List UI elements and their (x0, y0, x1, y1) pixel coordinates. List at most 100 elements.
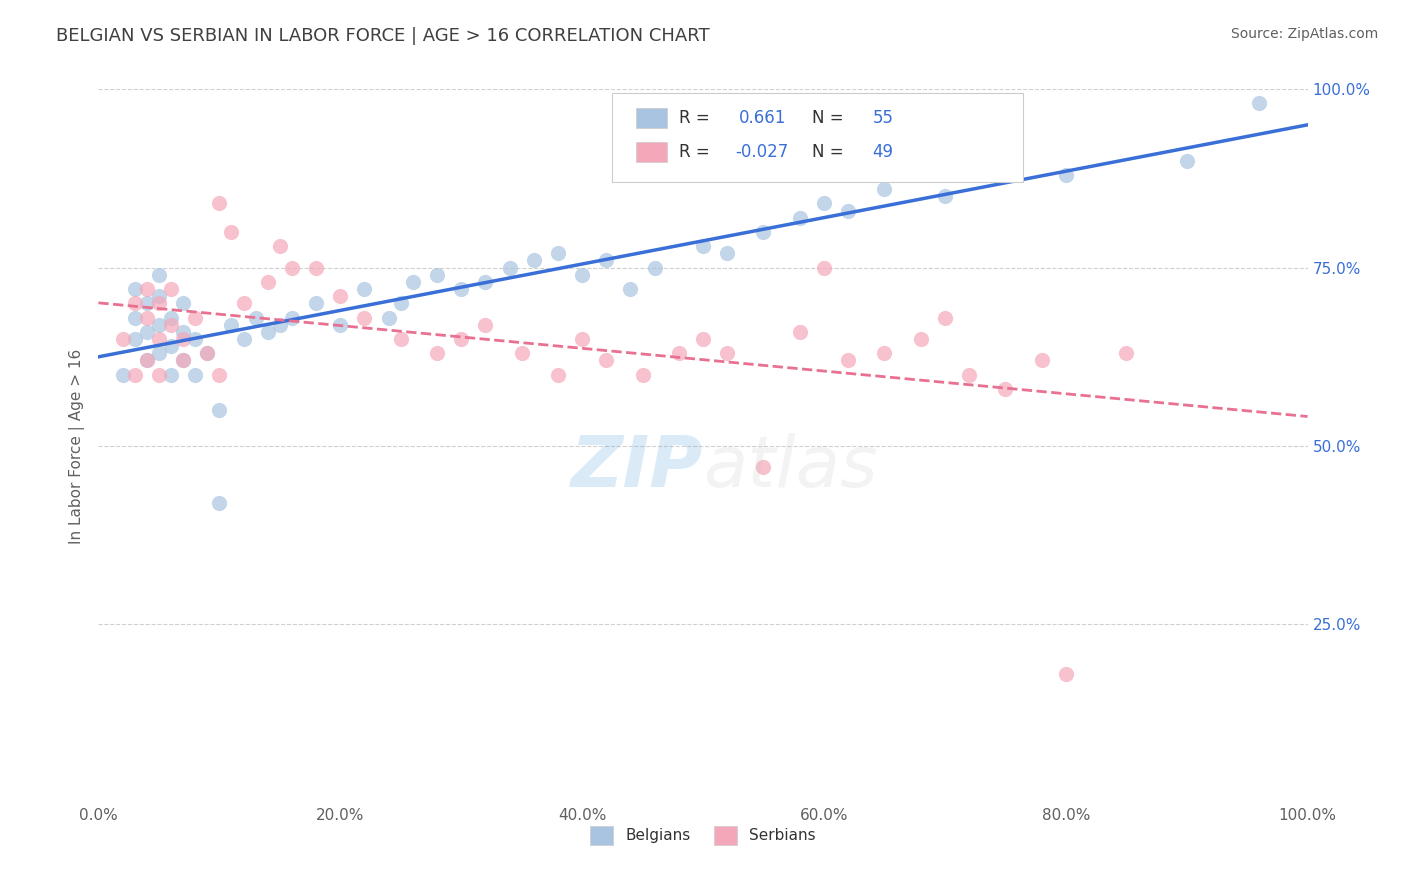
Point (245, 310, 267, 325)
Point (498, 260, 520, 275)
Text: R =: R = (679, 143, 714, 161)
Point (232, 296, 254, 310)
Point (195, 346, 218, 360)
Point (160, 310, 183, 325)
Point (716, 346, 738, 360)
Legend: Belgians, Serbians: Belgians, Serbians (583, 818, 823, 852)
Text: ZIP: ZIP (571, 433, 703, 502)
Point (111, 368, 134, 382)
Point (631, 368, 654, 382)
Point (148, 289, 170, 303)
Point (269, 239, 291, 253)
Point (124, 310, 146, 325)
Point (172, 296, 194, 310)
Text: N =: N = (811, 110, 849, 128)
Point (837, 353, 859, 368)
Point (148, 268, 170, 282)
Point (377, 310, 399, 325)
Point (789, 325, 811, 339)
FancyBboxPatch shape (613, 93, 1024, 182)
Text: 49: 49 (872, 143, 893, 161)
Point (221, 318, 243, 332)
Point (813, 260, 835, 275)
Point (547, 246, 569, 260)
Point (353, 310, 375, 325)
Point (148, 332, 170, 346)
Point (1115, 346, 1137, 360)
Point (450, 282, 472, 296)
Point (389, 296, 412, 310)
Point (644, 260, 666, 275)
Text: Source: ZipAtlas.com: Source: ZipAtlas.com (1230, 27, 1378, 41)
Point (813, 196, 835, 211)
Point (934, 310, 956, 325)
Point (124, 368, 146, 382)
Point (172, 353, 194, 368)
Point (934, 189, 956, 203)
Point (402, 275, 425, 289)
Point (160, 368, 183, 382)
Point (172, 325, 194, 339)
Point (957, 368, 980, 382)
Point (1031, 353, 1053, 368)
Point (124, 282, 146, 296)
Point (208, 196, 231, 211)
Point (619, 282, 641, 296)
Point (873, 346, 896, 360)
Point (1054, 667, 1077, 681)
Point (305, 260, 328, 275)
FancyBboxPatch shape (637, 109, 666, 128)
Point (208, 496, 231, 510)
Point (232, 332, 254, 346)
Point (135, 296, 157, 310)
Y-axis label: In Labor Force | Age > 16: In Labor Force | Age > 16 (69, 349, 84, 543)
Text: -0.027: -0.027 (735, 143, 789, 161)
Point (752, 460, 775, 475)
Point (510, 346, 533, 360)
Point (474, 318, 496, 332)
Point (208, 368, 231, 382)
Point (135, 310, 157, 325)
Text: atlas: atlas (703, 433, 877, 502)
Point (571, 268, 593, 282)
Point (184, 310, 207, 325)
Point (523, 253, 546, 268)
Point (269, 318, 291, 332)
Point (184, 332, 207, 346)
Point (426, 346, 449, 360)
Text: N =: N = (811, 143, 849, 161)
Text: R =: R = (679, 110, 714, 128)
Point (172, 353, 194, 368)
Point (160, 339, 183, 353)
Point (135, 325, 157, 339)
Point (256, 325, 278, 339)
Point (124, 332, 146, 346)
Point (547, 368, 569, 382)
Point (450, 332, 472, 346)
Point (329, 289, 352, 303)
Point (148, 368, 170, 382)
Point (353, 282, 375, 296)
Point (148, 296, 170, 310)
Point (135, 353, 157, 368)
Point (994, 382, 1017, 396)
Point (474, 275, 496, 289)
Point (208, 403, 231, 417)
Point (111, 332, 134, 346)
Point (1054, 168, 1077, 182)
Point (148, 318, 170, 332)
Point (124, 296, 146, 310)
Point (135, 282, 157, 296)
Text: BELGIAN VS SERBIAN IN LABOR FORCE | AGE > 16 CORRELATION CHART: BELGIAN VS SERBIAN IN LABOR FORCE | AGE … (56, 27, 710, 45)
Point (184, 368, 207, 382)
Point (873, 182, 896, 196)
Point (426, 268, 449, 282)
FancyBboxPatch shape (637, 142, 666, 162)
Point (221, 225, 243, 239)
Point (195, 346, 218, 360)
Point (692, 239, 714, 253)
Point (595, 353, 617, 368)
Point (692, 332, 714, 346)
Point (329, 318, 352, 332)
Point (172, 332, 194, 346)
